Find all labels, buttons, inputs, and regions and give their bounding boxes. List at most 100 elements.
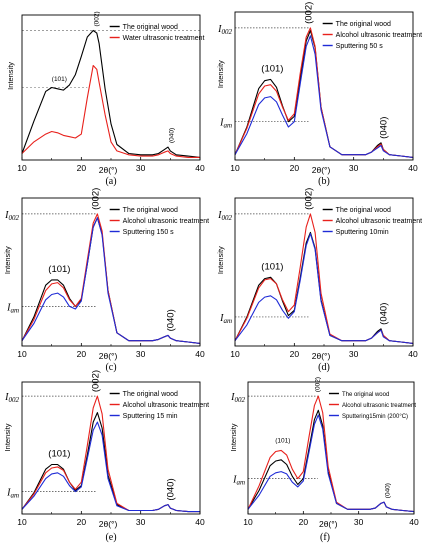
peak-label-002: (002) bbox=[304, 188, 315, 210]
peak-label-002: (002) bbox=[91, 370, 102, 392]
peak-label-002: (002) bbox=[315, 377, 322, 392]
x-tick-label: 40 bbox=[195, 163, 205, 173]
marker-label-002: I002 bbox=[217, 24, 232, 36]
x-tick-label: 30 bbox=[349, 349, 359, 359]
x-tick-label: 40 bbox=[195, 349, 205, 359]
x-axis-label: 2θ(°) bbox=[99, 165, 118, 175]
peak-label-040: (040) bbox=[378, 303, 389, 325]
x-axis-label: 2θ(°) bbox=[312, 351, 331, 361]
series-line-3 bbox=[21, 421, 200, 513]
x-tick-label: 40 bbox=[408, 349, 418, 359]
panel-c: I002 Iam 10 20 30 40 2θ(°) Intensity (101) (002) (… bbox=[3, 188, 209, 373]
x-tick-label: 10 bbox=[17, 517, 27, 527]
peak-label-002: (002) bbox=[91, 188, 102, 210]
panel-caption: (d) bbox=[318, 362, 330, 373]
marker-label-002: I002 bbox=[4, 392, 19, 404]
series-line-3 bbox=[21, 217, 201, 344]
legend-entry: Alcohol ultrasonic treatment bbox=[123, 402, 209, 409]
peak-label-101: (101) bbox=[48, 449, 70, 460]
x-tick-label: 30 bbox=[136, 163, 146, 173]
peak-label-002: (002) bbox=[304, 2, 315, 24]
legend-entry: The original wood bbox=[123, 391, 178, 398]
panel-caption: (f) bbox=[320, 532, 330, 543]
legend-entry: The original wood bbox=[336, 207, 391, 214]
series-line-2 bbox=[234, 27, 414, 158]
x-tick-label: 30 bbox=[136, 517, 146, 527]
y-axis-label: Intensity bbox=[3, 246, 12, 274]
x-tick-label: 40 bbox=[409, 517, 419, 527]
series-line-1 bbox=[234, 231, 414, 344]
panel-f: I002 Iam 10 20 30 40 2θ(°) Intensity (101) (002) (… bbox=[229, 377, 419, 543]
legend-entry: Sputtering 10min bbox=[336, 229, 389, 236]
x-tick-label: 30 bbox=[136, 349, 146, 359]
y-axis-label: Intensity bbox=[229, 423, 238, 451]
legend-entry: Alcohol ultrasonic treatment bbox=[123, 218, 209, 225]
x-axis-label: 2θ(°) bbox=[319, 519, 338, 529]
panel-caption: (e) bbox=[105, 532, 116, 543]
series-line-3 bbox=[234, 233, 414, 344]
x-tick-label: 10 bbox=[243, 517, 253, 527]
panel-caption: (c) bbox=[105, 362, 116, 373]
marker-label-am: Iam bbox=[219, 313, 232, 325]
y-axis-label: Intensity bbox=[216, 60, 225, 88]
series-line-1 bbox=[21, 29, 201, 158]
legend-entry: The original wood bbox=[336, 21, 391, 28]
peak-label-101: (101) bbox=[48, 264, 70, 275]
x-tick-label: 40 bbox=[408, 163, 418, 173]
peak-label-101: (101) bbox=[52, 76, 67, 83]
x-tick-label: 20 bbox=[299, 517, 309, 527]
x-tick-label: 10 bbox=[230, 163, 240, 173]
peak-label-040: (040) bbox=[165, 478, 176, 500]
peak-label-002: (002) bbox=[94, 11, 101, 26]
marker-label-002: I002 bbox=[4, 210, 19, 222]
legend-entry: Sputtering 15 min bbox=[123, 413, 178, 420]
panel-e: I002 Iam 10 20 30 40 2θ(°) Intensity (101) (002) (… bbox=[3, 370, 209, 543]
panel-d: I002 Iam 10 20 30 40 2θ(°) Intensity (101) (002) (… bbox=[216, 188, 422, 373]
peak-label-101: (101) bbox=[261, 63, 283, 74]
series-line-2 bbox=[21, 64, 200, 158]
marker-label-002: I002 bbox=[217, 210, 232, 222]
legend-entry: The original wood bbox=[123, 207, 178, 214]
x-tick-label: 20 bbox=[77, 349, 87, 359]
x-axis-label: 2θ(°) bbox=[312, 165, 331, 175]
x-axis-label: 2θ(°) bbox=[99, 519, 118, 529]
marker-label-am: Iam bbox=[219, 118, 232, 130]
marker-label-002: I002 bbox=[230, 392, 245, 404]
legend-entry: The original wood bbox=[123, 24, 178, 31]
panel-caption: (a) bbox=[105, 176, 116, 187]
legend-entry: Water ultrasonic treatment bbox=[123, 35, 205, 42]
peak-label-040: (040) bbox=[168, 128, 175, 143]
peak-label-101: (101) bbox=[275, 437, 290, 444]
marker-label-am: Iam bbox=[6, 302, 19, 314]
x-tick-label: 10 bbox=[230, 349, 240, 359]
x-tick-label: 40 bbox=[195, 517, 205, 527]
legend-entry: Alcohol ultrasonic treatment bbox=[336, 32, 422, 39]
x-tick-label: 20 bbox=[290, 163, 300, 173]
marker-label-am: Iam bbox=[6, 488, 19, 500]
series-line-3 bbox=[234, 35, 414, 158]
x-tick-label: 20 bbox=[77, 517, 87, 527]
peak-label-040: (040) bbox=[165, 309, 176, 331]
legend-entry: Sputtering 150 s bbox=[123, 229, 174, 236]
panel-caption: (b) bbox=[318, 176, 330, 187]
marker-label-am: Iam bbox=[232, 475, 245, 487]
legend-entry: The original wood bbox=[342, 392, 389, 398]
panel-a: 10 20 30 40 2θ(°) Intensity (101) (002) (040) The… bbox=[6, 11, 205, 187]
x-tick-label: 20 bbox=[77, 163, 87, 173]
y-axis-label: Intensity bbox=[3, 423, 12, 451]
peak-label-040: (040) bbox=[378, 117, 389, 139]
legend-entry: Sputtering 50 s bbox=[336, 43, 384, 50]
x-axis-label: 2θ(°) bbox=[99, 351, 118, 361]
x-tick-label: 30 bbox=[349, 163, 359, 173]
legend-entry: Sputtering15min (200°C) bbox=[342, 414, 408, 420]
legend-entry: Alcohol ultrasonic treatment bbox=[336, 218, 422, 225]
x-tick-label: 20 bbox=[290, 349, 300, 359]
x-tick-label: 30 bbox=[354, 517, 364, 527]
x-tick-label: 10 bbox=[17, 349, 27, 359]
panel-b: I002 Iam 10 20 30 40 2θ(°) Intensity (101) (002) (… bbox=[216, 2, 422, 187]
series-line-3 bbox=[247, 414, 415, 513]
peak-label-040: (040) bbox=[384, 483, 391, 498]
x-tick-label: 10 bbox=[17, 163, 27, 173]
peak-label-101: (101) bbox=[261, 261, 283, 272]
